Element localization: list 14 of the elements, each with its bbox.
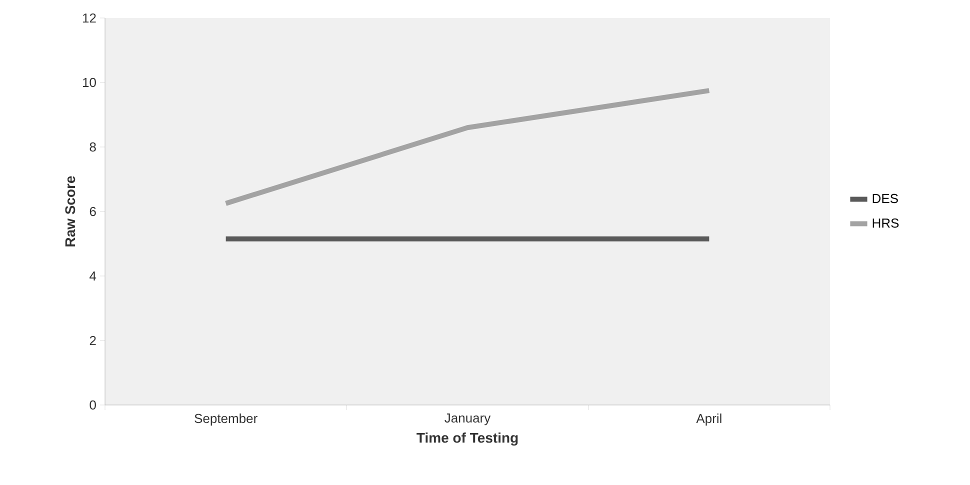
y-tick-label: 8 xyxy=(90,142,96,152)
y-tick-label: 4 xyxy=(90,272,96,280)
x-axis-title: Time of Testing xyxy=(416,432,518,446)
y-tick-label: 10 xyxy=(82,78,96,88)
x-tick-label: April xyxy=(696,414,722,426)
y-tick-label: 2 xyxy=(90,336,96,346)
legend-label: HRS xyxy=(872,218,899,228)
y-tick-label: 6 xyxy=(90,206,96,216)
x-tick-label: January xyxy=(444,414,491,426)
y-tick-label: 12 xyxy=(82,13,96,23)
x-tick-label: September xyxy=(194,414,258,426)
legend-label: DES xyxy=(872,194,898,204)
y-axis-title: Raw Score xyxy=(65,176,76,246)
y-tick-label: 0 xyxy=(90,400,96,410)
